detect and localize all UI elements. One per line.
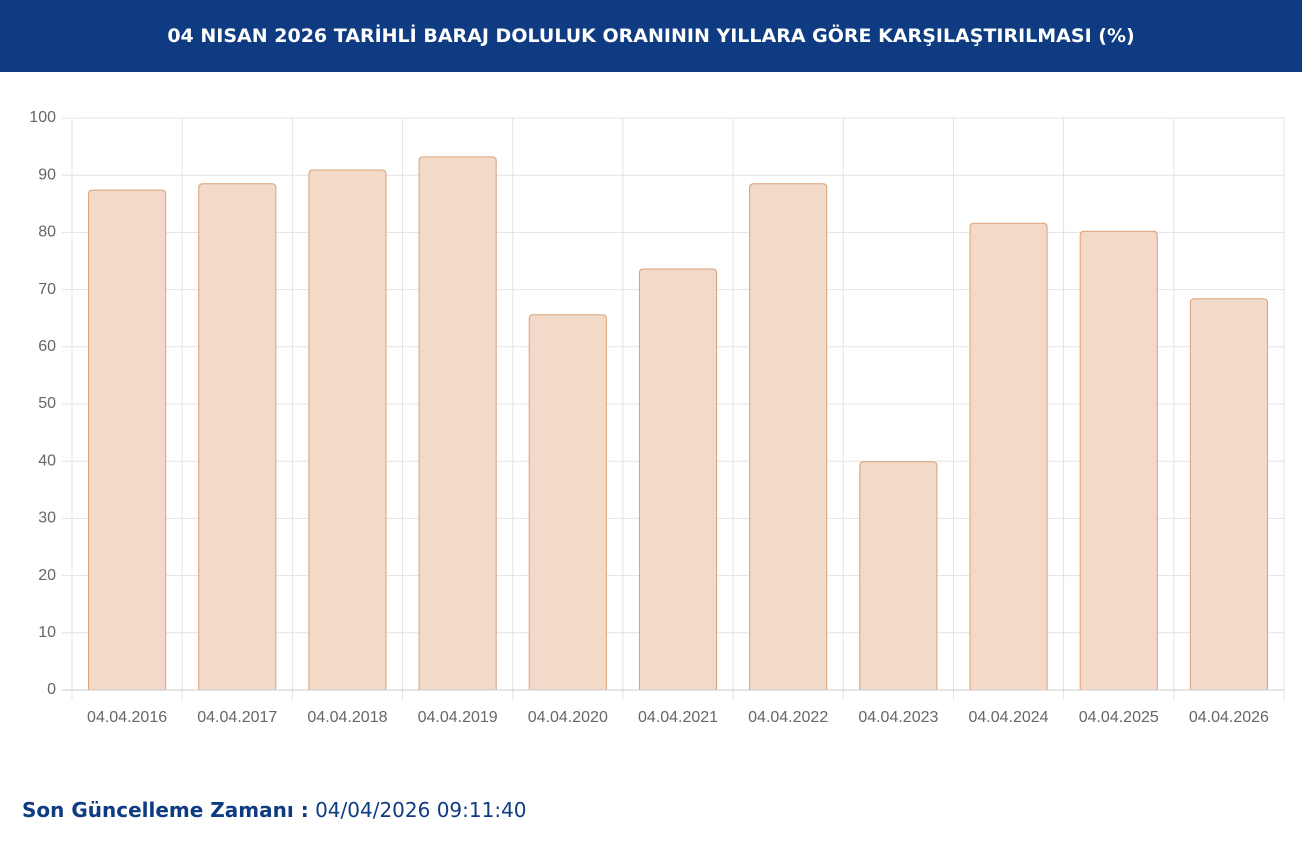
footer-label: Son Güncelleme Zamanı :	[22, 798, 309, 822]
y-tick-label: 40	[38, 452, 56, 469]
x-tick-label: 04.04.2022	[748, 709, 828, 726]
bar	[749, 183, 828, 690]
bar	[88, 189, 167, 690]
x-tick-label: 04.04.2024	[969, 709, 1049, 726]
y-tick-label: 60	[38, 338, 56, 355]
x-tick-label: 04.04.2016	[87, 709, 167, 726]
y-tick-label: 10	[38, 624, 56, 641]
x-tick-label: 04.04.2023	[858, 709, 938, 726]
bar	[638, 268, 718, 690]
x-tick-label: 04.04.2018	[307, 709, 387, 726]
bar	[859, 461, 938, 690]
x-tick-label: 04.04.2026	[1189, 709, 1269, 726]
footer-value: 04/04/2026 09:11:40	[315, 798, 527, 822]
chart-title: 04 NISAN 2026 TARİHLİ BARAJ DOLULUK ORAN…	[0, 0, 1302, 72]
y-tick-label: 80	[38, 224, 56, 241]
y-tick-label: 100	[29, 109, 56, 126]
y-tick-label: 50	[38, 395, 56, 412]
bar	[1079, 230, 1158, 690]
bar	[308, 169, 387, 690]
bar	[969, 222, 1048, 690]
y-tick-label: 0	[47, 681, 56, 698]
footer: Son Güncelleme Zamanı : 04/04/2026 09:11…	[22, 798, 527, 822]
x-tick-label: 04.04.2019	[418, 709, 498, 726]
bar	[198, 183, 277, 690]
x-tick-label: 04.04.2020	[528, 709, 608, 726]
y-tick-label: 30	[38, 510, 56, 527]
bar	[1189, 298, 1268, 690]
bar	[418, 156, 497, 690]
x-tick-label: 04.04.2025	[1079, 709, 1159, 726]
x-tick-label: 04.04.2017	[197, 709, 277, 726]
bar	[528, 314, 607, 690]
y-tick-label: 20	[38, 567, 56, 584]
y-tick-label: 70	[38, 281, 56, 298]
y-tick-label: 90	[38, 166, 56, 183]
x-tick-label: 04.04.2021	[638, 709, 718, 726]
